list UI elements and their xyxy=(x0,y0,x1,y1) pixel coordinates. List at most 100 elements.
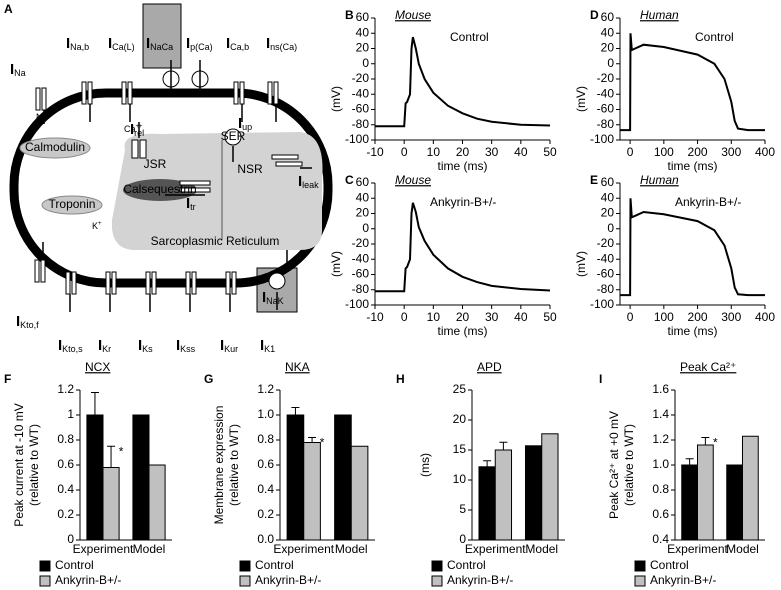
chart-title: Peak Ca²⁺ xyxy=(680,360,736,374)
current-symbol: I xyxy=(66,35,70,52)
y-tick-label: 1.0 xyxy=(652,457,669,471)
x-axis-label: time (ms) xyxy=(668,159,718,173)
y-tick-label: 40 xyxy=(356,190,370,204)
legend-label: Ankyrin-B+/- xyxy=(55,573,121,587)
x-axis-label: time (ms) xyxy=(438,324,488,338)
y-axis-label: (mV) xyxy=(329,86,343,112)
legend-swatch xyxy=(239,560,251,572)
y-tick-label: 20 xyxy=(453,412,467,426)
current-subscript: Kto,s xyxy=(62,344,83,354)
current-symbol: I xyxy=(266,35,270,52)
current-subscript: Ca,b xyxy=(230,42,249,52)
x-tick-label: 300 xyxy=(721,310,741,324)
legend-swatch xyxy=(39,560,51,572)
y-tick-label: -20 xyxy=(352,71,370,85)
y-tick-label: 60 xyxy=(356,10,370,24)
y-tick-label: -20 xyxy=(597,71,615,85)
current-symbol: I xyxy=(58,337,62,354)
ion-label: Ca++ xyxy=(124,124,143,135)
current-symbol: I xyxy=(220,337,224,354)
diagram-label: Troponin xyxy=(49,197,96,211)
current-symbol: I xyxy=(226,35,230,52)
x-tick-label: -10 xyxy=(366,310,384,324)
x-tick-label: Model xyxy=(133,542,166,556)
current-label: Itr xyxy=(186,195,196,212)
current-label: Ip(Ca) xyxy=(186,35,213,52)
current-label: INa,b xyxy=(66,35,89,52)
y-tick-label: 0 xyxy=(362,56,369,70)
legend-swatch xyxy=(634,560,646,572)
significance: * xyxy=(119,444,124,458)
y-axis-label-line: (relative to WT) xyxy=(27,424,41,506)
y-tick-label: -80 xyxy=(597,282,615,296)
x-tick-label: Experiment xyxy=(465,542,526,556)
panel-letter: F xyxy=(4,372,11,386)
y-tick-label: 25 xyxy=(453,382,467,396)
y-tick-label: 1.2 xyxy=(257,382,274,396)
y-tick-label: 0.2 xyxy=(257,507,274,521)
panel-letter: E xyxy=(590,173,598,187)
current-label: IKr xyxy=(98,337,111,354)
error-bar xyxy=(107,445,116,468)
x-tick-label: 10 xyxy=(427,310,441,324)
ap-line xyxy=(375,36,551,128)
y-tick-label: -100 xyxy=(345,132,369,146)
diagram-label: SER xyxy=(221,129,246,143)
chart-title: Mouse xyxy=(395,173,431,187)
bar xyxy=(303,442,321,541)
y-tick-label: -60 xyxy=(352,267,370,281)
serca xyxy=(224,128,242,146)
legend-swatch xyxy=(239,575,251,587)
current-subscript: K1 xyxy=(264,344,275,354)
bar xyxy=(132,414,150,541)
current-symbol: I xyxy=(146,35,150,52)
x-tick-label: 20 xyxy=(456,310,470,324)
panel-letter: G xyxy=(204,372,213,386)
ncx-box xyxy=(142,3,182,69)
ion-label: Na+ xyxy=(36,112,52,123)
x-tick-label: -10 xyxy=(366,145,384,159)
current-subscript: Ks xyxy=(142,344,153,354)
current-label: IKto,s xyxy=(58,337,83,354)
y-tick-label: 0.2 xyxy=(57,507,74,521)
y-tick-label: 0.4 xyxy=(57,482,74,496)
y-axis-label: Peak current at -10 mV(relative to WT) xyxy=(12,403,41,526)
legend-swatch xyxy=(431,575,443,587)
ion-name: Ca xyxy=(124,124,136,134)
y-axis-label: (ms) xyxy=(418,453,432,477)
x-tick-label: Model xyxy=(726,542,759,556)
error-bar xyxy=(685,458,694,465)
y-axis-label-line: (relative to WT) xyxy=(622,424,636,506)
error-bar xyxy=(483,460,492,467)
membrane xyxy=(9,88,333,288)
x-tick-label: 0 xyxy=(627,145,634,159)
ion-charge: ++ xyxy=(136,124,144,130)
y-tick-label: 10 xyxy=(453,472,467,486)
current-subscript: Kur xyxy=(224,344,238,354)
current-symbol: I xyxy=(186,35,190,52)
bar xyxy=(681,464,698,541)
y-axis-label: (mV) xyxy=(574,251,588,277)
current-symbol: I xyxy=(16,313,20,330)
y-tick-label: 1 xyxy=(67,407,74,421)
y-tick-label: 0 xyxy=(362,221,369,235)
y-tick-label: 40 xyxy=(601,25,615,39)
diagram-label: Sarcoplasmic Reticulum xyxy=(151,234,280,248)
annotation: Ankyrin-B+/- xyxy=(675,195,741,209)
current-label: ICa(L) xyxy=(108,35,135,52)
current-label: Irel xyxy=(130,121,144,138)
y-tick-label: -100 xyxy=(345,297,369,311)
x-tick-label: 400 xyxy=(755,145,775,159)
annotation: Ankyrin-B+/- xyxy=(430,195,496,209)
bar xyxy=(742,435,759,541)
error-bar xyxy=(499,441,508,450)
y-tick-label: 15 xyxy=(453,442,467,456)
panel-letter: B xyxy=(345,8,354,22)
y-tick-label: -20 xyxy=(597,236,615,250)
bar xyxy=(726,464,743,541)
y-tick-label: 60 xyxy=(356,175,370,189)
current-symbol: I xyxy=(138,337,142,354)
y-tick-label: 0.0 xyxy=(257,532,274,546)
ion-charge: + xyxy=(98,221,102,227)
y-tick-label: 1.6 xyxy=(652,382,669,396)
